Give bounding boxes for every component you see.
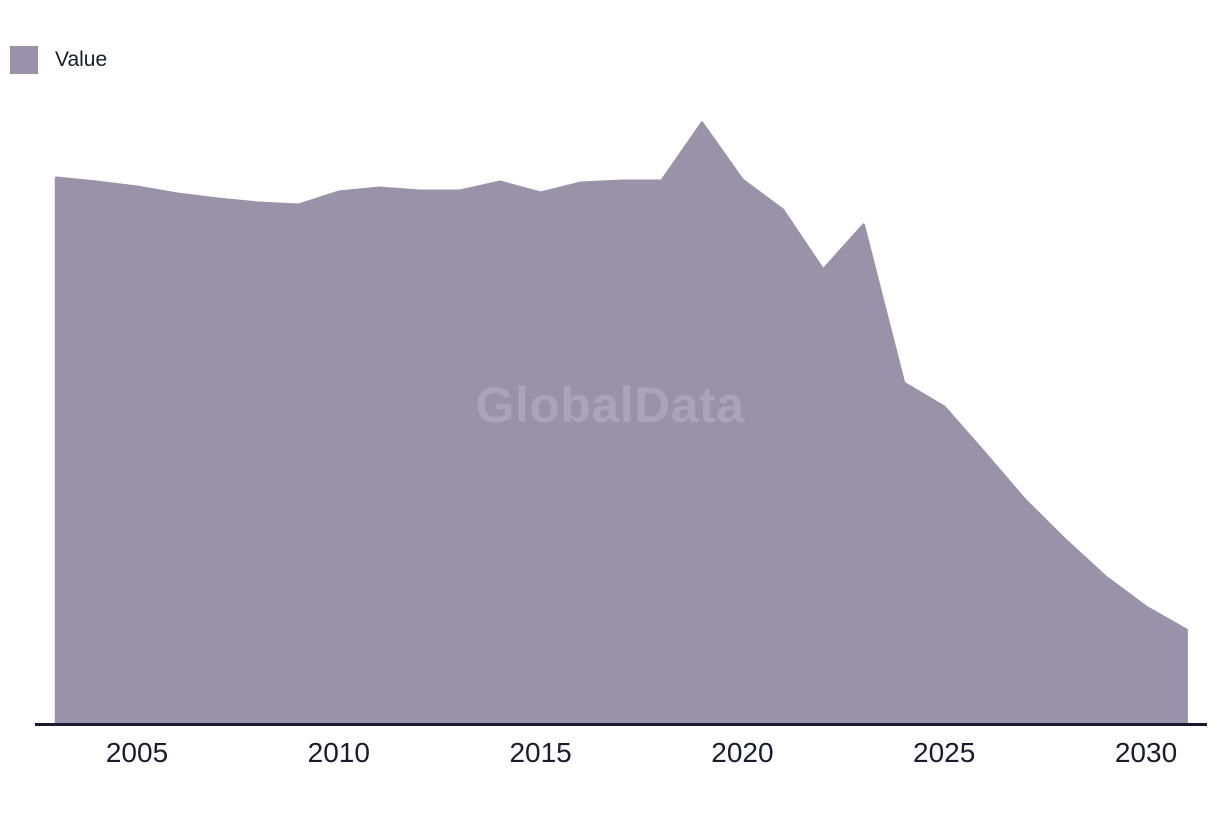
x-axis-tick-label: 2015 <box>509 737 572 768</box>
x-axis-tick-label: 2010 <box>307 737 370 768</box>
legend-label-value: Value <box>55 48 108 71</box>
x-axis-tick-label: 2020 <box>711 737 774 768</box>
x-axis-tick-label: 2025 <box>913 737 976 768</box>
chart-legend: Value <box>10 46 107 74</box>
x-axis-tick-label: 2005 <box>105 737 169 768</box>
value-area-series <box>54 121 1188 725</box>
x-axis-tick-label: 2030 <box>1114 737 1178 768</box>
legend-swatch-value <box>10 46 38 74</box>
x-axis-line <box>35 723 1207 726</box>
